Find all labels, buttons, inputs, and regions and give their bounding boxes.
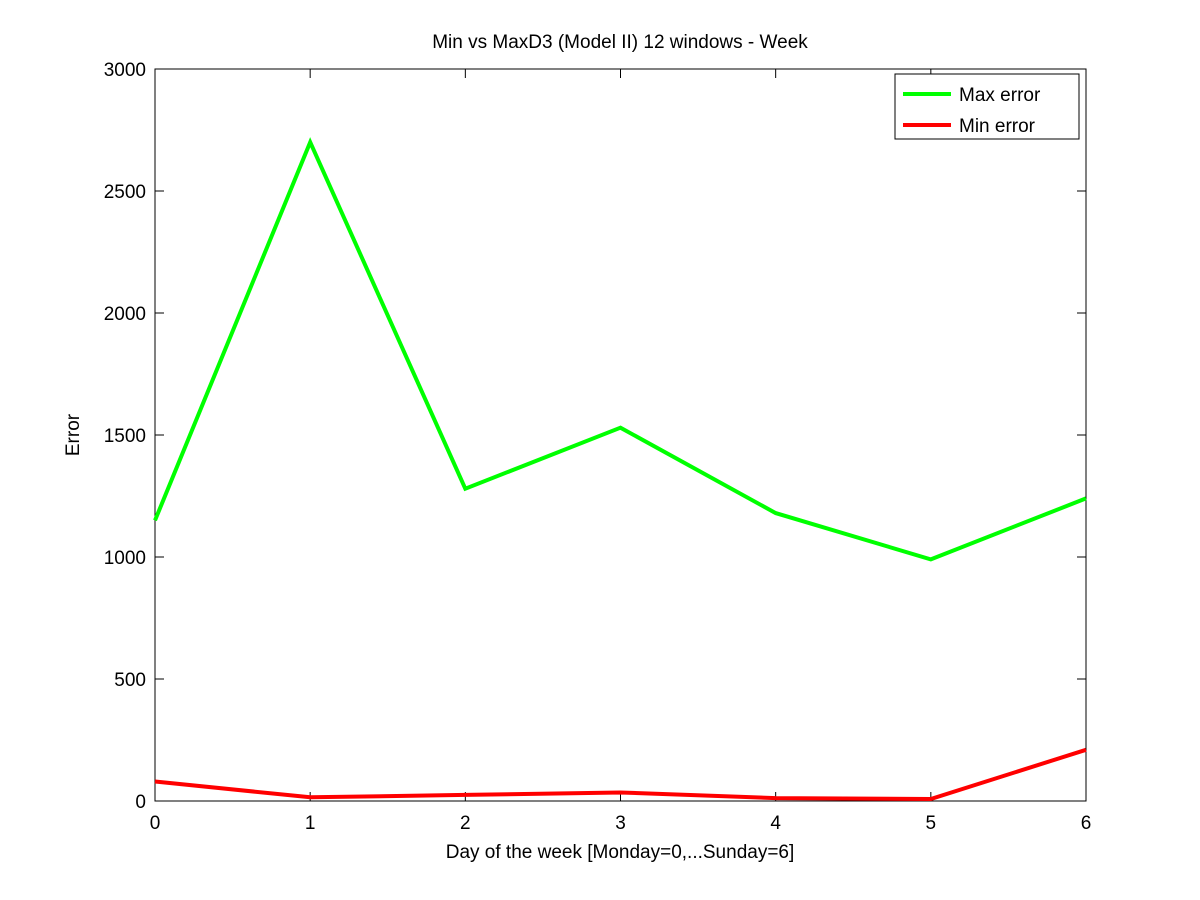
x-axis: 0 1 2 3 4 5 6	[150, 69, 1092, 834]
y-tick-label: 1500	[104, 426, 146, 447]
legend-label: Max error	[959, 85, 1041, 106]
x-tick-label: 6	[1081, 813, 1092, 834]
series-line-min-error	[154, 747, 1087, 802]
y-axis-label: Error	[63, 413, 84, 456]
y-tick-label: 1000	[104, 548, 146, 569]
x-tick-label: 2	[460, 813, 471, 834]
x-tick-label: 0	[150, 813, 161, 834]
x-tick-label: 4	[770, 813, 781, 834]
series-line-max-error	[153, 137, 1087, 562]
legend: Max error Min error	[894, 73, 1080, 140]
y-tick-label: 500	[114, 670, 146, 691]
series-lines	[153, 137, 1087, 802]
y-tick-label: 3000	[104, 60, 146, 81]
legend-box	[894, 73, 1080, 140]
y-tick-label: 2500	[104, 182, 146, 203]
plot-area: 0 500 1000 1500 2000 2500 3000 0 1 2 3 4 5 6	[104, 60, 1092, 834]
x-axis-label: Day of the week [Monday=0,...Sunday=6]	[446, 842, 795, 863]
legend-label: Min error	[959, 116, 1036, 137]
chart-title: Min vs MaxD3 (Model II) 12 windows - Wee…	[432, 32, 808, 53]
x-tick-label: 5	[926, 813, 937, 834]
y-tick-label: 2000	[104, 304, 146, 325]
y-tick-label: 0	[135, 792, 146, 813]
y-axis: 0 500 1000 1500 2000 2500 3000	[104, 60, 1086, 813]
x-tick-label: 3	[615, 813, 626, 834]
x-tick-label: 1	[305, 813, 316, 834]
